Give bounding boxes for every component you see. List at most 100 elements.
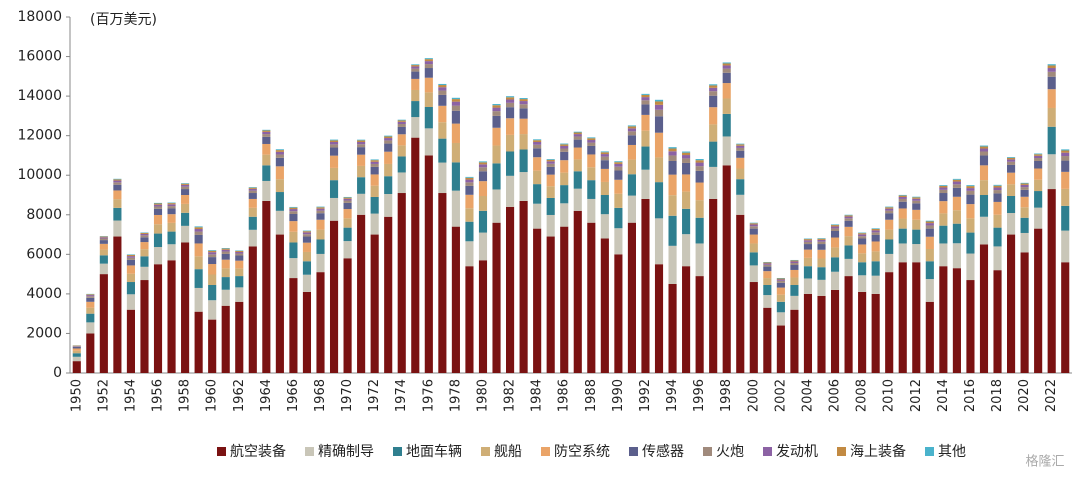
bar-segment — [316, 210, 325, 214]
bar-segment — [72, 350, 81, 354]
bar-segment — [208, 264, 217, 275]
bar-segment — [790, 260, 799, 262]
bar-segment — [939, 225, 948, 244]
bar-segment — [560, 160, 569, 173]
bar-segment — [1034, 160, 1043, 169]
bar-segment — [979, 165, 989, 181]
bar-segment — [858, 232, 867, 234]
bar-segment — [533, 170, 542, 185]
bar-segment — [722, 62, 731, 64]
legend-label: 海上装备 — [850, 443, 906, 460]
bar-segment — [397, 134, 406, 146]
bar-segment — [140, 256, 149, 267]
bar-segment — [465, 182, 474, 186]
bar-segment — [384, 138, 393, 141]
unit-label: (百万美元) — [90, 12, 157, 28]
bar-segment — [654, 101, 664, 105]
bar-segment — [830, 224, 840, 226]
bar-segment — [817, 267, 826, 280]
bar-segment — [776, 278, 785, 280]
y-tick-label: 8000 — [26, 207, 62, 223]
bar-segment — [343, 218, 352, 228]
bar-segment — [763, 295, 772, 308]
bar-segment — [478, 195, 488, 211]
x-tick-label: 2000 — [746, 379, 761, 412]
bar-segment — [776, 282, 785, 288]
bar-segment — [587, 142, 596, 146]
bar-segment — [289, 206, 298, 208]
bar-segment — [262, 143, 271, 155]
bar-segment — [397, 120, 406, 122]
bar-segment — [939, 189, 948, 194]
watermark: 格隆汇 — [1025, 454, 1064, 470]
bar-segment — [654, 182, 664, 219]
bar-segment — [600, 214, 609, 239]
bar-segment — [438, 162, 447, 194]
bar-segment — [519, 149, 528, 173]
bar-segment — [803, 257, 813, 267]
bar-segment — [939, 243, 948, 267]
bar-segment — [966, 194, 975, 205]
bar-segment — [871, 241, 880, 252]
bar-segment — [573, 131, 582, 133]
bar-segment — [993, 270, 1002, 373]
bar-segment — [790, 265, 799, 270]
bar-segment — [993, 190, 1002, 194]
bar-segment — [844, 226, 853, 237]
bar-segment — [235, 253, 244, 256]
bar-segment — [749, 224, 758, 227]
bar-segment — [126, 256, 135, 258]
bar-segment — [181, 184, 190, 187]
bar-segment — [153, 206, 163, 209]
bar-segment — [384, 176, 393, 195]
bar-segment — [763, 271, 772, 279]
bar-segment — [1047, 107, 1056, 127]
bar-segment — [343, 209, 352, 219]
bar-segment — [627, 126, 636, 129]
bar-segment — [275, 234, 284, 373]
bar-segment — [262, 154, 271, 166]
x-tick-label: 1970 — [340, 379, 355, 412]
bar-segment — [1020, 189, 1029, 197]
bar-segment — [641, 94, 650, 98]
bar-segment — [438, 87, 447, 91]
bar-segment — [438, 83, 447, 86]
bar-segment — [912, 229, 921, 245]
bar-segment — [140, 237, 149, 243]
bar-segment — [668, 174, 677, 196]
bar-segment — [925, 279, 934, 302]
bar-segment — [302, 291, 312, 373]
bar-segment — [221, 249, 230, 252]
bar-segment — [871, 261, 880, 276]
bar-segment — [438, 85, 447, 88]
bar-segment — [478, 260, 488, 373]
bar-segment — [654, 157, 664, 183]
bar-segment — [275, 166, 284, 180]
bar-segment — [749, 226, 758, 229]
bar-segment — [126, 259, 135, 266]
bar-segment — [966, 280, 975, 373]
bar-segment — [979, 195, 989, 217]
bar-segment — [140, 233, 149, 236]
bar-segment — [749, 223, 758, 225]
bar-segment — [221, 248, 230, 250]
bar-segment — [560, 144, 569, 146]
bar-segment — [587, 140, 596, 143]
bar-segment — [668, 160, 677, 175]
bar-segment — [194, 269, 203, 288]
bar-segment — [194, 243, 203, 257]
bar-segment — [641, 114, 650, 131]
bar-segment — [1007, 184, 1016, 196]
bar-segment — [506, 99, 515, 103]
bar-segment — [329, 197, 339, 221]
bar-segment — [830, 237, 840, 248]
bar-segment — [357, 154, 366, 166]
bar-segment — [86, 307, 95, 314]
bar-segment — [181, 242, 190, 373]
bar-segment — [316, 208, 325, 211]
bar-segment — [939, 201, 948, 214]
bar-segment — [451, 142, 460, 163]
bar-segment — [357, 139, 366, 141]
bar-segment — [221, 251, 230, 254]
bar-segment — [1034, 191, 1043, 208]
